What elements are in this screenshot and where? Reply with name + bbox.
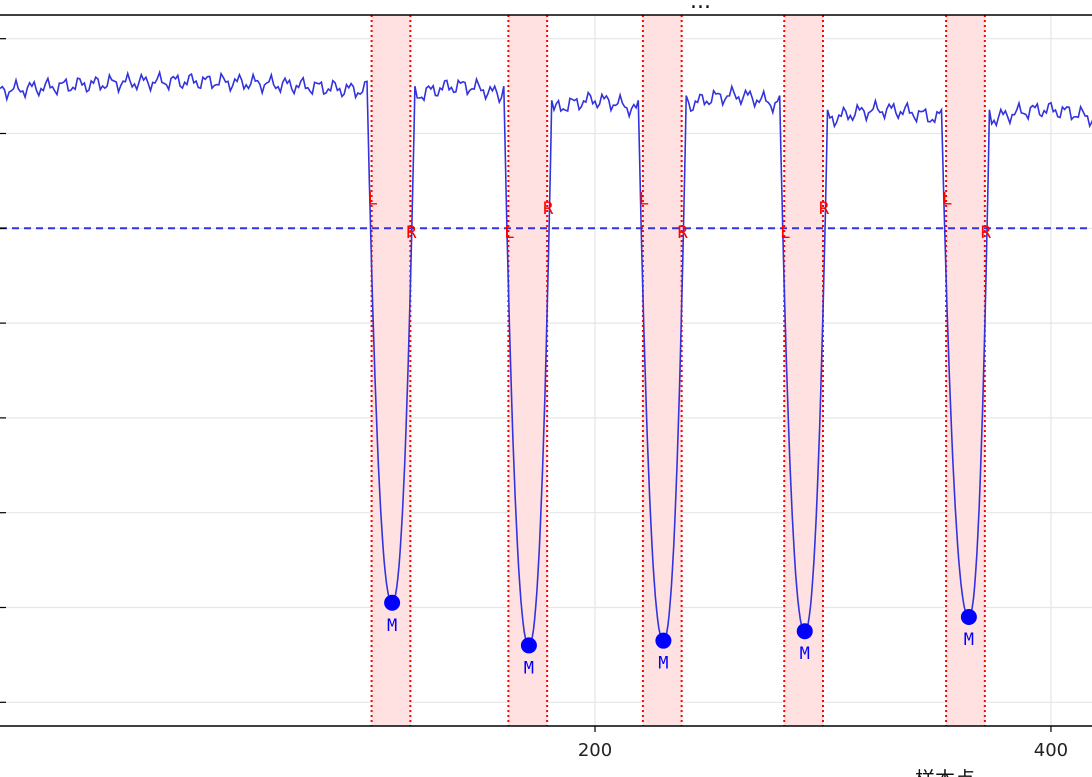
valley-band [508,15,548,726]
x-axis-label: 样本点 [915,767,975,777]
minimum-label: M [800,644,810,664]
minimum-label: M [964,630,974,650]
right-boundary-label: R [981,223,992,243]
valley-markers: LRMLRMLRMLRMLRMLRMLRMLRM [367,190,992,679]
valley-band [946,15,985,726]
minimum-point [796,623,813,640]
signal-line [0,69,1092,647]
minimum-label: M [658,654,668,674]
left-boundary-label: L [780,223,790,243]
signal-series [0,69,1092,647]
valley-bands [370,15,986,726]
valley-band [784,15,823,726]
valley-band [642,15,682,726]
left-boundary-label: L [504,223,514,243]
x-tick-label: 200 [578,740,612,761]
left-boundary-label: L [367,190,377,210]
left-boundary-label: L [942,190,952,210]
minimum-label: M [524,658,534,678]
right-boundary-label: R [819,199,830,219]
chart-title: ... [690,0,711,14]
minimum-point [655,632,672,649]
minimum-point [520,637,537,654]
axes: 200 400 [0,14,1092,761]
x-tick-label: 400 [1034,740,1068,761]
right-boundary-label: R [678,223,689,243]
right-boundary-label: R [543,199,554,219]
minimum-point [384,594,401,611]
left-boundary-label: L [639,190,649,210]
minimum-point [960,608,977,625]
minimum-label: M [387,616,397,636]
right-boundary-label: R [406,223,417,243]
